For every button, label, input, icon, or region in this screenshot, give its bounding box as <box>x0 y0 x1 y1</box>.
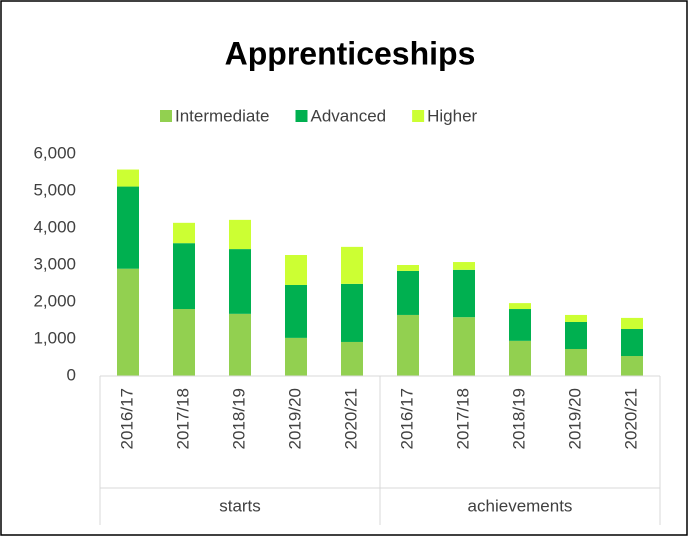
bar-segment <box>509 303 531 310</box>
bar-segment <box>565 348 587 376</box>
bar-segment <box>341 341 363 376</box>
bar-segment <box>117 268 139 376</box>
bar-segment <box>229 249 251 314</box>
bar-segment <box>341 283 363 342</box>
legend-swatch <box>295 110 308 122</box>
bar-segment <box>285 255 307 285</box>
y-tick-label: 4,000 <box>33 217 76 236</box>
x-tick-label: 2018/19 <box>229 388 248 449</box>
bar-segment <box>397 265 419 271</box>
legend-label: Higher <box>427 106 477 125</box>
group-label: achievements <box>468 496 573 515</box>
legend-swatch <box>412 110 425 122</box>
bar-segment <box>509 309 531 341</box>
bar-segment <box>565 321 587 349</box>
bar-segment <box>173 243 195 310</box>
bar-segment <box>341 246 363 284</box>
bar-segment <box>285 337 307 376</box>
x-tick-label: 2018/19 <box>509 388 528 449</box>
x-tick-label: 2019/20 <box>565 388 584 449</box>
bar-segment <box>397 270 419 315</box>
chart-title: Apprenticeships <box>225 35 476 71</box>
legend-swatch <box>160 110 172 122</box>
y-tick-label: 1,000 <box>33 328 76 347</box>
y-tick-label: 6,000 <box>33 143 76 162</box>
bar-segment <box>397 314 419 376</box>
bar-segment <box>117 169 139 187</box>
bar-segment <box>453 262 475 270</box>
bar-segment <box>285 284 307 338</box>
bar-segment <box>621 356 643 376</box>
bar-segment <box>453 269 475 318</box>
y-tick-label: 0 <box>67 365 76 384</box>
x-tick-label: 2017/18 <box>453 388 472 449</box>
bar-segment <box>173 222 195 244</box>
y-tick-label: 5,000 <box>33 180 76 199</box>
bar-segment <box>621 317 643 330</box>
x-tick-label: 2019/20 <box>285 388 304 449</box>
bar-segment <box>229 313 251 376</box>
x-tick-label: 2016/17 <box>117 388 136 449</box>
y-tick-label: 2,000 <box>33 291 76 310</box>
bar-segment <box>453 317 475 376</box>
x-tick-label: 2016/17 <box>397 388 416 449</box>
x-tick-label: 2020/21 <box>621 388 640 449</box>
bar-segment <box>229 219 251 250</box>
x-tick-label: 2020/21 <box>341 388 360 449</box>
bar-segment <box>173 309 195 376</box>
y-tick-label: 3,000 <box>33 254 76 273</box>
x-tick-label: 2017/18 <box>173 388 192 449</box>
bar-segment <box>565 314 587 322</box>
group-label: starts <box>219 496 261 515</box>
legend-label: Intermediate <box>175 106 270 125</box>
bar-segment <box>117 186 139 269</box>
bar-segment <box>621 329 643 357</box>
bar-segment <box>509 340 531 376</box>
legend-label: Advanced <box>311 106 387 125</box>
